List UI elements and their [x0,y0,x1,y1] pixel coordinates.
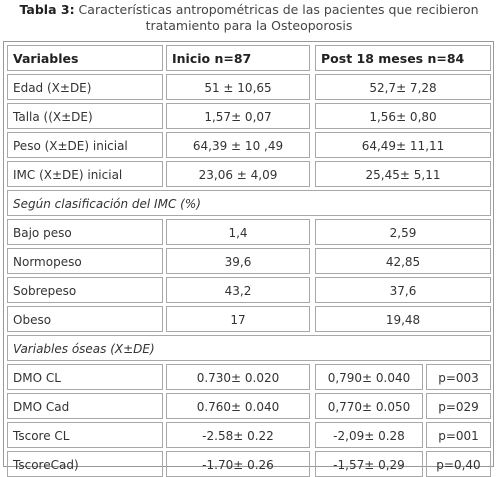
row-label: Talla ((X±DE) [7,103,163,129]
row-post-value: 2,59 [315,219,491,245]
table-caption: Tabla 3: Características antropométricas… [4,2,494,38]
row-inicio-value: 1,57± 0,07 [166,103,310,129]
row-inicio-value: 0.730± 0.020 [166,364,310,390]
row-label: Bajo peso [7,219,163,245]
row-label: Sobrepeso [7,277,163,303]
row-inicio-value: 39,6 [166,248,310,274]
row-label: Tscore CL [7,422,163,448]
caption-text-line1: Características antropométricas de las p… [74,2,479,17]
row-post-value: 25,45± 5,11 [315,161,491,187]
section-header-oseas: Variables óseas (X±DE) [7,335,491,361]
row-post-value: 37,6 [315,277,491,303]
row-label: Edad (X±DE) [7,74,163,100]
row-p-value: p=029 [426,393,491,419]
row-inicio-value: 23,06 ± 4,09 [166,161,310,187]
row-post-value: 52,7± 7,28 [315,74,491,100]
row-post-value: 42,85 [315,248,491,274]
header-inicio: Inicio n=87 [166,45,310,71]
row-p-value: p=003 [426,364,491,390]
row-post-value: 64,49± 11,11 [315,132,491,158]
row-post-value: 19,48 [315,306,491,332]
row-label: Obeso [7,306,163,332]
row-inicio-value: -2.58± 0.22 [166,422,310,448]
row-label: Normopeso [7,248,163,274]
row-inicio-value: 17 [166,306,310,332]
row-post-value: -2,09± 0.28 [315,422,423,448]
row-inicio-value: 64,39 ± 10 ,49 [166,132,310,158]
caption-label: Tabla 3: [19,2,75,17]
row-label: Peso (X±DE) inicial [7,132,163,158]
caption-text-line2: tratamiento para la Osteoporosis [145,18,353,33]
row-p-value: p=0,40 [426,451,491,477]
header-variables: Variables [7,45,163,71]
row-p-value: p=001 [426,422,491,448]
row-label: DMO Cad [7,393,163,419]
row-post-value: 1,56± 0,80 [315,103,491,129]
row-inicio-value: 43,2 [166,277,310,303]
row-inicio-value: -1.70± 0.26 [166,451,310,477]
row-post-value: 0,790± 0.040 [315,364,423,390]
header-post: Post 18 meses n=84 [315,45,491,71]
data-table: Variables Inicio n=87 Post 18 meses n=84 Ed… [3,41,494,477]
row-inicio-value: 51 ± 10,65 [166,74,310,100]
row-post-value: -1,57± 0,29 [315,451,423,477]
section-header-imc: Según clasificación del IMC (%) [7,190,491,216]
row-label: IMC (X±DE) inicial [7,161,163,187]
row-inicio-value: 0.760± 0.040 [166,393,310,419]
row-label: DMO CL [7,364,163,390]
row-inicio-value: 1,4 [166,219,310,245]
row-post-value: 0,770± 0.050 [315,393,423,419]
row-label: TscoreCad) [7,451,163,477]
